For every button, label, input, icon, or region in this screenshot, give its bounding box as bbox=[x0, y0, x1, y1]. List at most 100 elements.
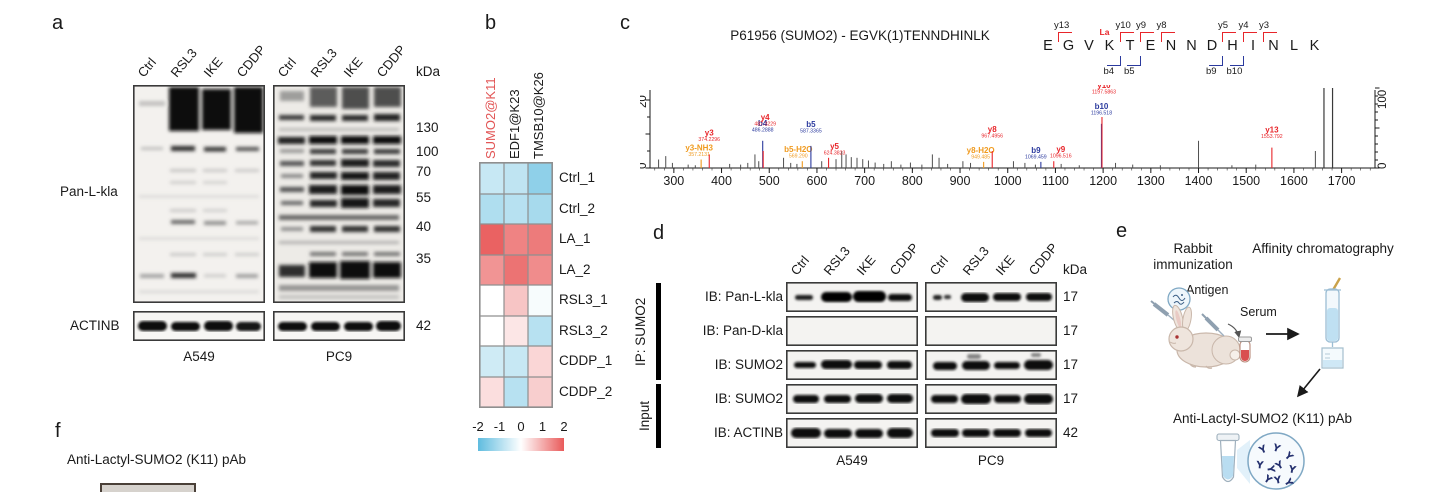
lane-label: IKE bbox=[200, 54, 226, 80]
rabbit-icon bbox=[1150, 287, 1252, 369]
peptide-residue: I bbox=[1250, 38, 1256, 54]
svg-text:500: 500 bbox=[759, 174, 780, 188]
mw-marker: 17 bbox=[1063, 289, 1079, 304]
svg-text:y8: y8 bbox=[988, 125, 997, 134]
heatmap-row-label: LA_1 bbox=[559, 231, 591, 246]
peptide-residue: N bbox=[1165, 38, 1177, 54]
panel-a-label: a bbox=[52, 12, 64, 34]
svg-text:b5-H2O: b5-H2O bbox=[784, 145, 812, 154]
cell-line-pc9: PC9 bbox=[325, 349, 353, 364]
y-ion-bracket bbox=[1242, 32, 1257, 42]
peptide-residue: V bbox=[1084, 38, 1094, 54]
heatmap-cell bbox=[528, 346, 552, 377]
peptide-residue: K bbox=[1309, 38, 1320, 54]
cell-line-a549-d: A549 bbox=[836, 453, 868, 468]
svg-text:1200: 1200 bbox=[1089, 174, 1117, 188]
mw-marker: 55 bbox=[416, 190, 432, 205]
peptide-residue: N bbox=[1186, 38, 1197, 54]
svg-text:Y: Y bbox=[1272, 475, 1283, 488]
step-rabbit-immunization: Rabbit immunization bbox=[1153, 241, 1233, 272]
svg-text:1100: 1100 bbox=[1042, 174, 1069, 188]
ib-actinb-a549 bbox=[786, 418, 918, 448]
svg-text:1000: 1000 bbox=[994, 174, 1022, 188]
lane-label: CDDP bbox=[1025, 240, 1061, 278]
b-ion-bracket bbox=[1209, 56, 1223, 66]
kda-label-d: kDa bbox=[1063, 262, 1088, 277]
peptide-residue: H bbox=[1227, 38, 1238, 54]
ib-pan-l-kla-pc9 bbox=[925, 282, 1057, 312]
heatmap-row-label: RSL3_2 bbox=[559, 322, 608, 338]
lane-label: Ctrl bbox=[274, 54, 299, 80]
heatmap-row-label: LA_2 bbox=[559, 261, 591, 277]
svg-text:y8-H2O: y8-H2O bbox=[967, 146, 995, 155]
svg-text:0: 0 bbox=[1377, 163, 1389, 169]
y-ion-label: y13 bbox=[1054, 20, 1070, 31]
panel-d-label: d bbox=[653, 222, 665, 244]
svg-text:1197.5863: 1197.5863 bbox=[1092, 90, 1116, 96]
heatmap-row-label: Ctrl_2 bbox=[559, 200, 596, 216]
svg-text:0: 0 bbox=[640, 163, 649, 169]
heatmap-column-label: TMSB10@K26 bbox=[531, 72, 546, 159]
panel-e-label: e bbox=[1116, 220, 1128, 242]
lane-label: IKE bbox=[853, 252, 879, 278]
ib-row-label: IB: Pan-L-kla bbox=[704, 289, 783, 304]
panel-b-label: b bbox=[485, 12, 497, 34]
svg-text:800: 800 bbox=[902, 174, 923, 188]
modification-label: La bbox=[1099, 27, 1110, 37]
heatmap-cell bbox=[504, 224, 528, 255]
panel-f-blot-box bbox=[100, 483, 196, 492]
mw-marker: 17 bbox=[1063, 323, 1079, 338]
lane-label: CDDP bbox=[373, 42, 409, 80]
heatmap-row-label: CDDP_1 bbox=[559, 353, 613, 368]
b-ion-label: b4 bbox=[1103, 66, 1115, 77]
y-ion-bracket bbox=[1160, 32, 1175, 42]
antigen-label: Antigen bbox=[1186, 283, 1229, 297]
mw-marker: 35 bbox=[416, 251, 432, 266]
lane-label: Ctrl bbox=[787, 252, 812, 278]
ib-row-label: IB: Pan-D-kla bbox=[702, 323, 783, 338]
svg-text:700: 700 bbox=[854, 174, 875, 188]
actinb-mw: 42 bbox=[416, 318, 432, 333]
heatmap-cell bbox=[480, 163, 504, 194]
svg-text:374.2296: 374.2296 bbox=[698, 137, 720, 143]
svg-text:357.2131: 357.2131 bbox=[688, 152, 710, 158]
lane-label: RSL3 bbox=[820, 243, 853, 278]
mw-marker: 17 bbox=[1063, 357, 1079, 372]
serum-label: Serum bbox=[1240, 305, 1277, 319]
heatmap-cell bbox=[528, 285, 552, 316]
colorbar-tick: -1 bbox=[493, 419, 506, 434]
svg-text:y10: y10 bbox=[1097, 85, 1111, 90]
mw-marker: 17 bbox=[1063, 391, 1079, 406]
svg-text:b9: b9 bbox=[1031, 146, 1041, 155]
ib-row-label: IB: SUMO2 bbox=[714, 357, 783, 372]
ib-sumo2-ip-pc9 bbox=[925, 350, 1057, 380]
lane-label: CDDP bbox=[233, 42, 269, 80]
peptide-residue: T bbox=[1125, 38, 1135, 54]
svg-text:b5: b5 bbox=[806, 120, 816, 129]
svg-text:1196.518: 1196.518 bbox=[1091, 110, 1112, 116]
svg-text:486.2888: 486.2888 bbox=[752, 127, 774, 133]
ip-group-bar bbox=[656, 283, 661, 380]
heatmap-row-label: CDDP_2 bbox=[559, 383, 613, 399]
svg-text:100: 100 bbox=[1377, 90, 1389, 109]
spectrum-title: P61956 (SUMO2) - EGVK(1)TENNDHINLK bbox=[730, 28, 990, 43]
heatmap-cell bbox=[480, 285, 504, 316]
peptide-residue: D bbox=[1206, 38, 1218, 54]
svg-text:1096.516: 1096.516 bbox=[1050, 154, 1072, 160]
input-label: Input bbox=[637, 400, 652, 432]
panel-f-label: f bbox=[55, 420, 61, 442]
y-ion-bracket bbox=[1222, 32, 1236, 42]
svg-text:y4: y4 bbox=[761, 113, 770, 122]
svg-text:Y: Y bbox=[1255, 460, 1265, 472]
heatmap-cell bbox=[504, 346, 528, 377]
cell-line-a549: A549 bbox=[183, 349, 215, 364]
svg-text:569.290: 569.290 bbox=[789, 154, 808, 160]
ib-row-label: IB: SUMO2 bbox=[714, 391, 783, 406]
heatmap-cell bbox=[504, 315, 528, 346]
heatmap-cell bbox=[528, 315, 552, 346]
peptide-residue: G bbox=[1062, 38, 1075, 54]
colorbar-tick: 2 bbox=[560, 419, 568, 434]
heatmap-cell bbox=[528, 376, 552, 407]
ib-pan-d-kla-a549 bbox=[786, 316, 918, 346]
panel-f-title: Anti-Lactyl-SUMO2 (K11) pAb bbox=[67, 452, 247, 467]
